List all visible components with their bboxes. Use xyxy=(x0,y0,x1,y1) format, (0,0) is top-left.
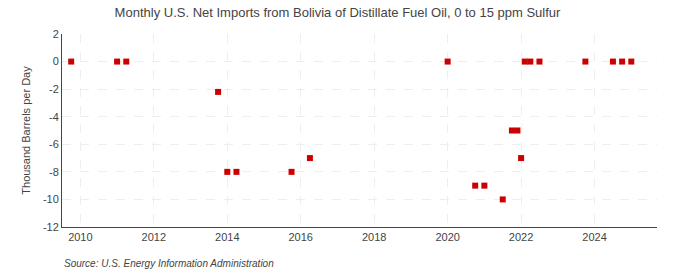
svg-text:2010: 2010 xyxy=(68,231,92,243)
svg-text:Source: U.S. Energy Informatio: Source: U.S. Energy Information Administ… xyxy=(64,258,274,269)
svg-text:Monthly U.S. Net Imports from: Monthly U.S. Net Imports from Bolivia of… xyxy=(115,5,561,20)
svg-text:2016: 2016 xyxy=(288,231,312,243)
svg-text:2024: 2024 xyxy=(582,231,606,243)
svg-text:2022: 2022 xyxy=(509,231,533,243)
svg-text:-2: -2 xyxy=(49,83,59,95)
svg-text:2020: 2020 xyxy=(435,231,459,243)
svg-text:-6: -6 xyxy=(49,138,59,150)
svg-text:0: 0 xyxy=(53,55,59,67)
svg-text:2014: 2014 xyxy=(215,231,239,243)
svg-text:-4: -4 xyxy=(49,111,59,123)
svg-text:2018: 2018 xyxy=(362,231,386,243)
svg-text:-12: -12 xyxy=(43,221,59,233)
svg-text:2: 2 xyxy=(53,28,59,40)
svg-text:Thousand Barrels per Day: Thousand Barrels per Day xyxy=(20,66,32,195)
svg-text:-8: -8 xyxy=(49,166,59,178)
svg-text:2012: 2012 xyxy=(142,231,166,243)
svg-text:-10: -10 xyxy=(43,193,59,205)
